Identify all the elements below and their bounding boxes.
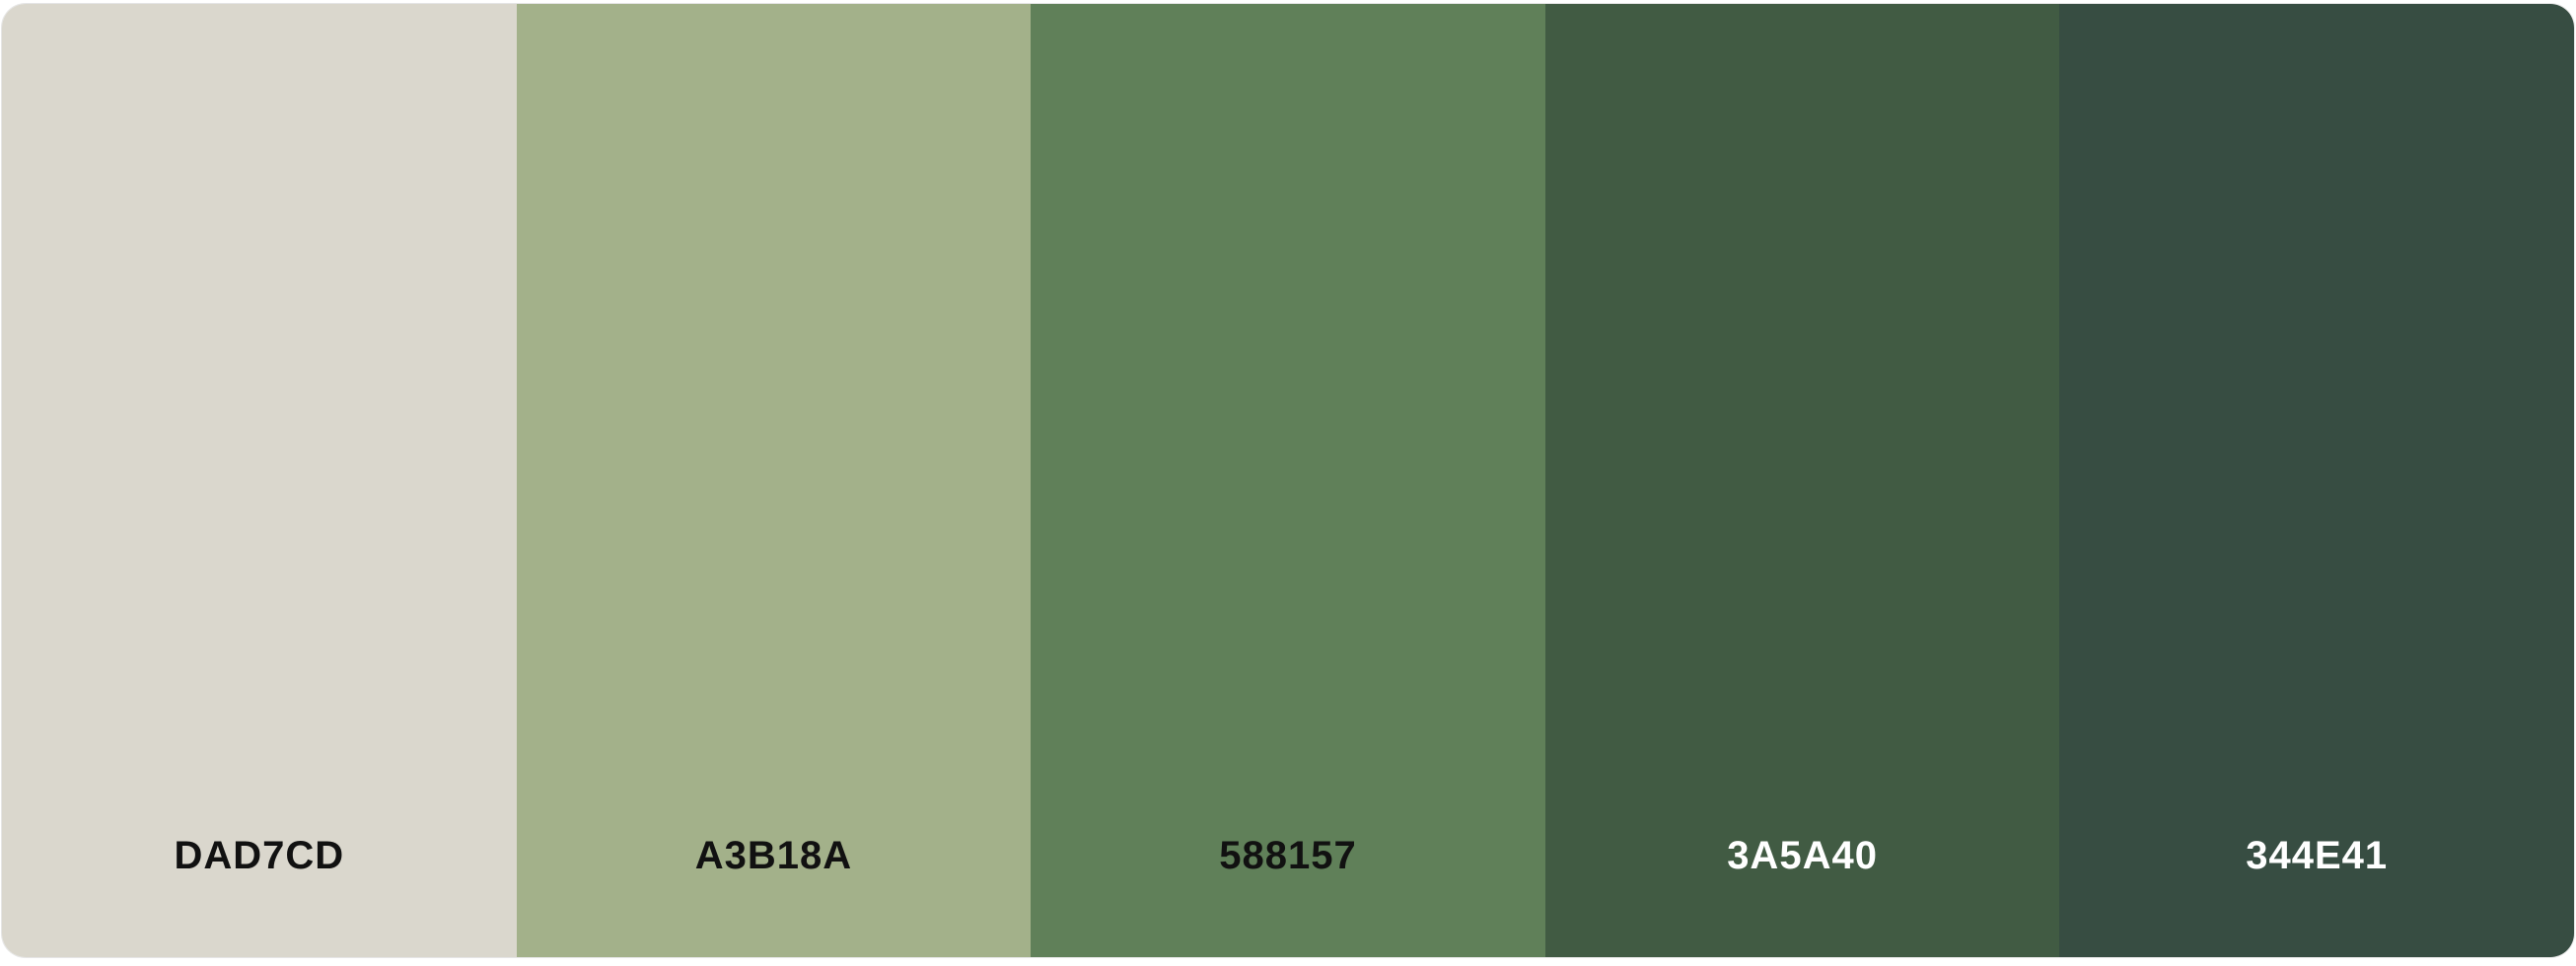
swatch-hex-label: DAD7CD xyxy=(174,834,345,877)
color-palette: DAD7CD A3B18A 588157 3A5A40 344E41 xyxy=(2,4,2574,957)
color-swatch-5[interactable]: 344E41 xyxy=(2059,4,2574,957)
color-swatch-1[interactable]: DAD7CD xyxy=(2,4,517,957)
color-swatch-3[interactable]: 588157 xyxy=(1031,4,1545,957)
swatch-hex-label: 344E41 xyxy=(2246,834,2389,877)
swatch-hex-label: 3A5A40 xyxy=(1727,834,1878,877)
color-swatch-2[interactable]: A3B18A xyxy=(516,4,1032,957)
swatch-hex-label: 588157 xyxy=(1219,834,1357,877)
color-swatch-4[interactable]: 3A5A40 xyxy=(1544,4,2060,957)
swatch-hex-label: A3B18A xyxy=(694,834,853,877)
